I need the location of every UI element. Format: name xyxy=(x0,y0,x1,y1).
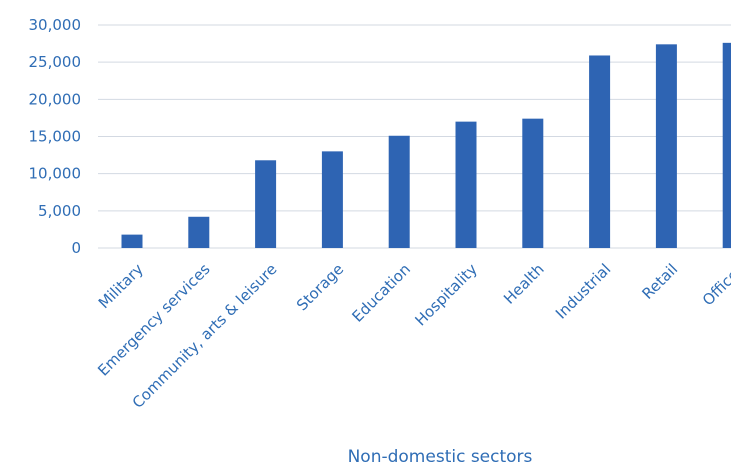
y-tick-label: 5,000 xyxy=(38,202,81,220)
bar-community-arts-leisure xyxy=(255,160,277,248)
x-axis-title: Non-domestic sectors xyxy=(348,447,533,467)
x-category-label: Storage xyxy=(293,260,347,314)
bar-offices xyxy=(722,42,731,249)
y-tick-label: 0 xyxy=(71,239,81,257)
bar-health xyxy=(522,118,544,248)
bar-hospitality xyxy=(455,121,477,248)
bar-education xyxy=(388,135,410,248)
gridlines xyxy=(98,24,731,249)
x-category-label: Education xyxy=(348,260,414,326)
x-category-label: Industrial xyxy=(552,260,614,322)
y-tick-label: 30,000 xyxy=(29,16,82,34)
x-category-label: Community, arts & leisure xyxy=(129,260,281,412)
y-tick-label: 25,000 xyxy=(29,53,82,71)
y-tick-label: 15,000 xyxy=(29,128,82,146)
bar-storage xyxy=(321,151,343,248)
x-category-label: Military xyxy=(95,260,147,312)
y-axis-tick-labels: 0 5,000 10,000 15,000 20,000 25,000 30,000 xyxy=(29,16,82,257)
x-category-label: Emergency services xyxy=(94,260,214,380)
bar-industrial xyxy=(589,55,611,248)
bar-retail xyxy=(655,44,677,249)
bar-military xyxy=(121,234,143,248)
bars xyxy=(121,42,731,249)
x-category-label: Health xyxy=(500,260,548,308)
bar-emergency-services xyxy=(188,216,210,248)
x-category-label: Retail xyxy=(639,260,682,303)
x-category-label: Offices xyxy=(699,260,731,309)
x-category-label: Hospitality xyxy=(411,260,480,329)
y-tick-label: 10,000 xyxy=(29,165,82,183)
y-tick-label: 20,000 xyxy=(29,90,82,108)
